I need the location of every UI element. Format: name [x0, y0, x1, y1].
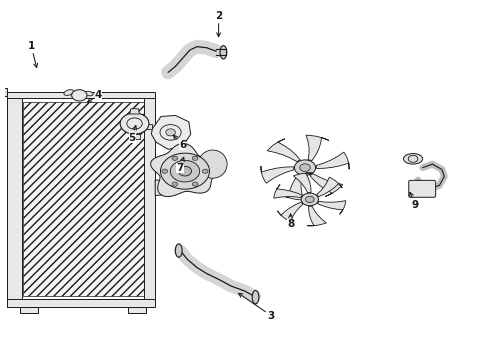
Circle shape — [120, 113, 149, 134]
Polygon shape — [277, 202, 303, 222]
Circle shape — [301, 193, 319, 206]
Circle shape — [192, 182, 198, 186]
Polygon shape — [142, 123, 152, 129]
Circle shape — [162, 169, 168, 173]
Circle shape — [72, 90, 87, 101]
Polygon shape — [317, 177, 342, 197]
Text: 6: 6 — [173, 135, 186, 150]
Polygon shape — [23, 102, 147, 296]
Text: 4: 4 — [88, 90, 102, 102]
Circle shape — [172, 182, 178, 186]
Circle shape — [171, 161, 199, 182]
Circle shape — [300, 164, 310, 171]
Text: 7: 7 — [176, 157, 184, 173]
Circle shape — [305, 196, 314, 203]
Polygon shape — [144, 97, 155, 300]
Polygon shape — [130, 109, 139, 114]
Circle shape — [166, 129, 175, 136]
Polygon shape — [7, 299, 155, 307]
Text: 3: 3 — [239, 293, 275, 321]
Polygon shape — [294, 173, 313, 193]
Circle shape — [294, 160, 316, 175]
Ellipse shape — [64, 90, 74, 95]
Polygon shape — [150, 143, 223, 197]
Text: 1: 1 — [28, 41, 38, 68]
Polygon shape — [0, 87, 7, 96]
Polygon shape — [7, 92, 155, 98]
Polygon shape — [318, 201, 346, 214]
Polygon shape — [310, 174, 343, 197]
Text: 2: 2 — [215, 11, 222, 37]
Ellipse shape — [403, 153, 423, 164]
Ellipse shape — [171, 181, 180, 194]
Text: 5: 5 — [128, 126, 137, 143]
Circle shape — [192, 156, 198, 161]
Polygon shape — [274, 185, 302, 198]
Ellipse shape — [198, 150, 227, 178]
Polygon shape — [7, 97, 22, 300]
Polygon shape — [316, 152, 349, 169]
FancyBboxPatch shape — [409, 180, 436, 197]
Ellipse shape — [220, 46, 227, 59]
Ellipse shape — [252, 291, 259, 304]
Polygon shape — [268, 139, 300, 162]
Polygon shape — [261, 166, 294, 183]
Circle shape — [178, 166, 192, 176]
Text: 9: 9 — [410, 192, 419, 210]
Circle shape — [202, 169, 208, 173]
Polygon shape — [129, 134, 140, 139]
Polygon shape — [307, 206, 326, 226]
Circle shape — [161, 153, 209, 189]
Circle shape — [172, 156, 178, 161]
Ellipse shape — [85, 91, 93, 96]
Ellipse shape — [175, 244, 182, 257]
Polygon shape — [20, 307, 38, 313]
Polygon shape — [151, 116, 191, 149]
Polygon shape — [281, 175, 304, 200]
Polygon shape — [128, 307, 146, 313]
Polygon shape — [306, 135, 329, 161]
Polygon shape — [155, 180, 175, 195]
Text: 8: 8 — [287, 214, 294, 229]
